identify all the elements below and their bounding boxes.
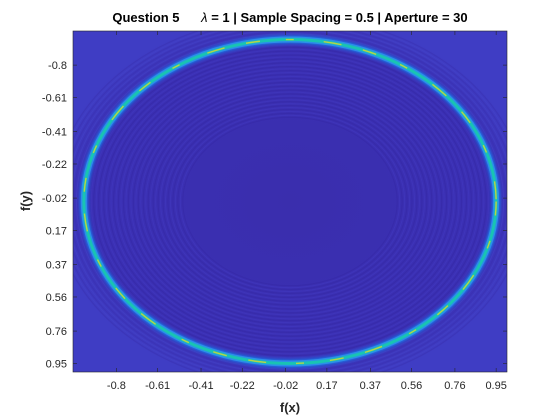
y-tick-label: -0.41 [42,127,67,139]
ripple-ring [137,81,443,322]
ripple-ring [132,77,448,326]
ring-highlight [83,38,497,365]
chart-title-rest: = 1 | Sample Spacing = 0.5 | Aperture = … [211,10,467,25]
ripple-ring [100,52,480,351]
ripple-ring [115,64,465,339]
x-tick-label: 0.37 [360,380,381,392]
x-axis-ticks: -0.8 -0.61 -0.41 -0.22 -0.02 0.17 0.37 0.56 0.76… [107,31,507,392]
heatmap-content [73,31,507,372]
x-tick-label: 0.95 [485,380,506,392]
ripple-ring [150,91,430,312]
outer-ripple-ring [73,31,507,372]
x-tick-label: -0.8 [107,380,126,392]
ripple-ring [159,99,421,304]
ripple-ring [164,103,416,300]
ripple-ring [169,107,411,296]
ripple-ring [112,62,468,341]
ripple-ring [167,105,413,298]
x-tick-label: 0.56 [401,380,422,392]
ripple-ring [122,70,458,333]
ripple-ring [93,46,487,357]
y-tick-label: 0.17 [46,225,67,237]
ripple-ring [179,114,401,289]
ripple-ring [90,44,490,359]
x-tick-label: 0.76 [444,380,465,392]
ripple-ring [182,116,398,287]
x-tick-label: -0.22 [230,380,255,392]
chart-title-question: Question 5 [112,10,179,25]
x-axis-label: f(x) [280,400,300,415]
ripple-ring [142,85,438,318]
chart-title: Question 5 λ = 1 | Sample Spacing = 0.5 … [112,10,467,25]
ripple-ring [157,97,423,306]
ripple-ring [105,56,475,347]
ripple-ring [140,83,440,320]
ripple-ring [117,66,463,337]
ripple-ring [108,58,472,345]
plot-area [72,30,508,373]
x-tick-label: 0.17 [316,380,337,392]
ripple-ring [162,101,418,302]
x-tick-label: -0.61 [145,380,170,392]
ripple-ring [147,89,433,314]
x-tick-label: -0.02 [273,380,298,392]
y-tick-label: 0.37 [46,260,67,272]
ripple-ring [177,112,403,291]
ripple-ring [95,48,485,355]
ripple-ring [98,50,482,353]
ripple-ring [103,54,477,349]
y-tick-label: 0.56 [46,292,67,304]
ripple-ring [155,95,425,308]
y-tick-label: 0.95 [46,358,67,370]
ripple-ring [120,68,460,335]
ripple-ring [135,79,445,324]
ripple-ring [152,93,428,310]
outer-ripple-ring [75,33,505,370]
ripple-ring [127,73,453,330]
y-tick-label: -0.22 [42,159,67,171]
ripple-ring [145,87,435,316]
y-axis-ticks: -0.8 -0.61 -0.41 -0.22 -0.02 0.17 0.37 0.56 0.76… [42,60,507,370]
x-tick-label: -0.41 [188,380,213,392]
ripple-ring [110,60,470,343]
ripple-ring [130,75,450,328]
ripple-ring [174,110,406,293]
y-tick-label: -0.8 [48,60,67,72]
ripple-ring [125,72,455,331]
chart-title-lambda-symbol: λ [200,10,207,25]
plot-frame [72,30,508,373]
ripple-ring [172,108,408,295]
y-tick-label: -0.61 [42,92,67,104]
y-tick-label: -0.02 [42,193,67,205]
y-tick-label: 0.76 [46,326,67,338]
y-axis-label: f(y) [18,191,33,211]
